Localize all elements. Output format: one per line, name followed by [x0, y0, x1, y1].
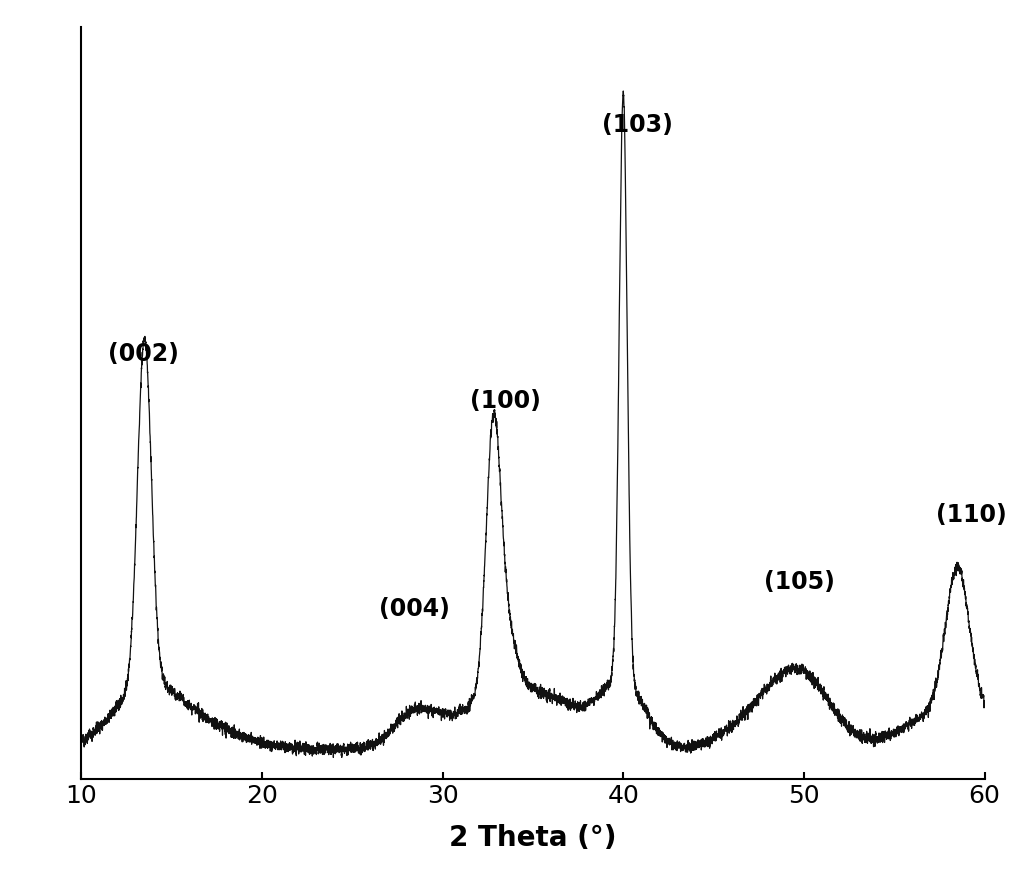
Text: (100): (100) [470, 389, 541, 412]
X-axis label: 2 Theta (°): 2 Theta (°) [449, 824, 617, 852]
Text: (004): (004) [380, 597, 451, 621]
Text: (110): (110) [936, 503, 1007, 527]
Text: (105): (105) [764, 570, 835, 594]
Text: (002): (002) [109, 342, 180, 366]
Text: (103): (103) [602, 113, 672, 137]
